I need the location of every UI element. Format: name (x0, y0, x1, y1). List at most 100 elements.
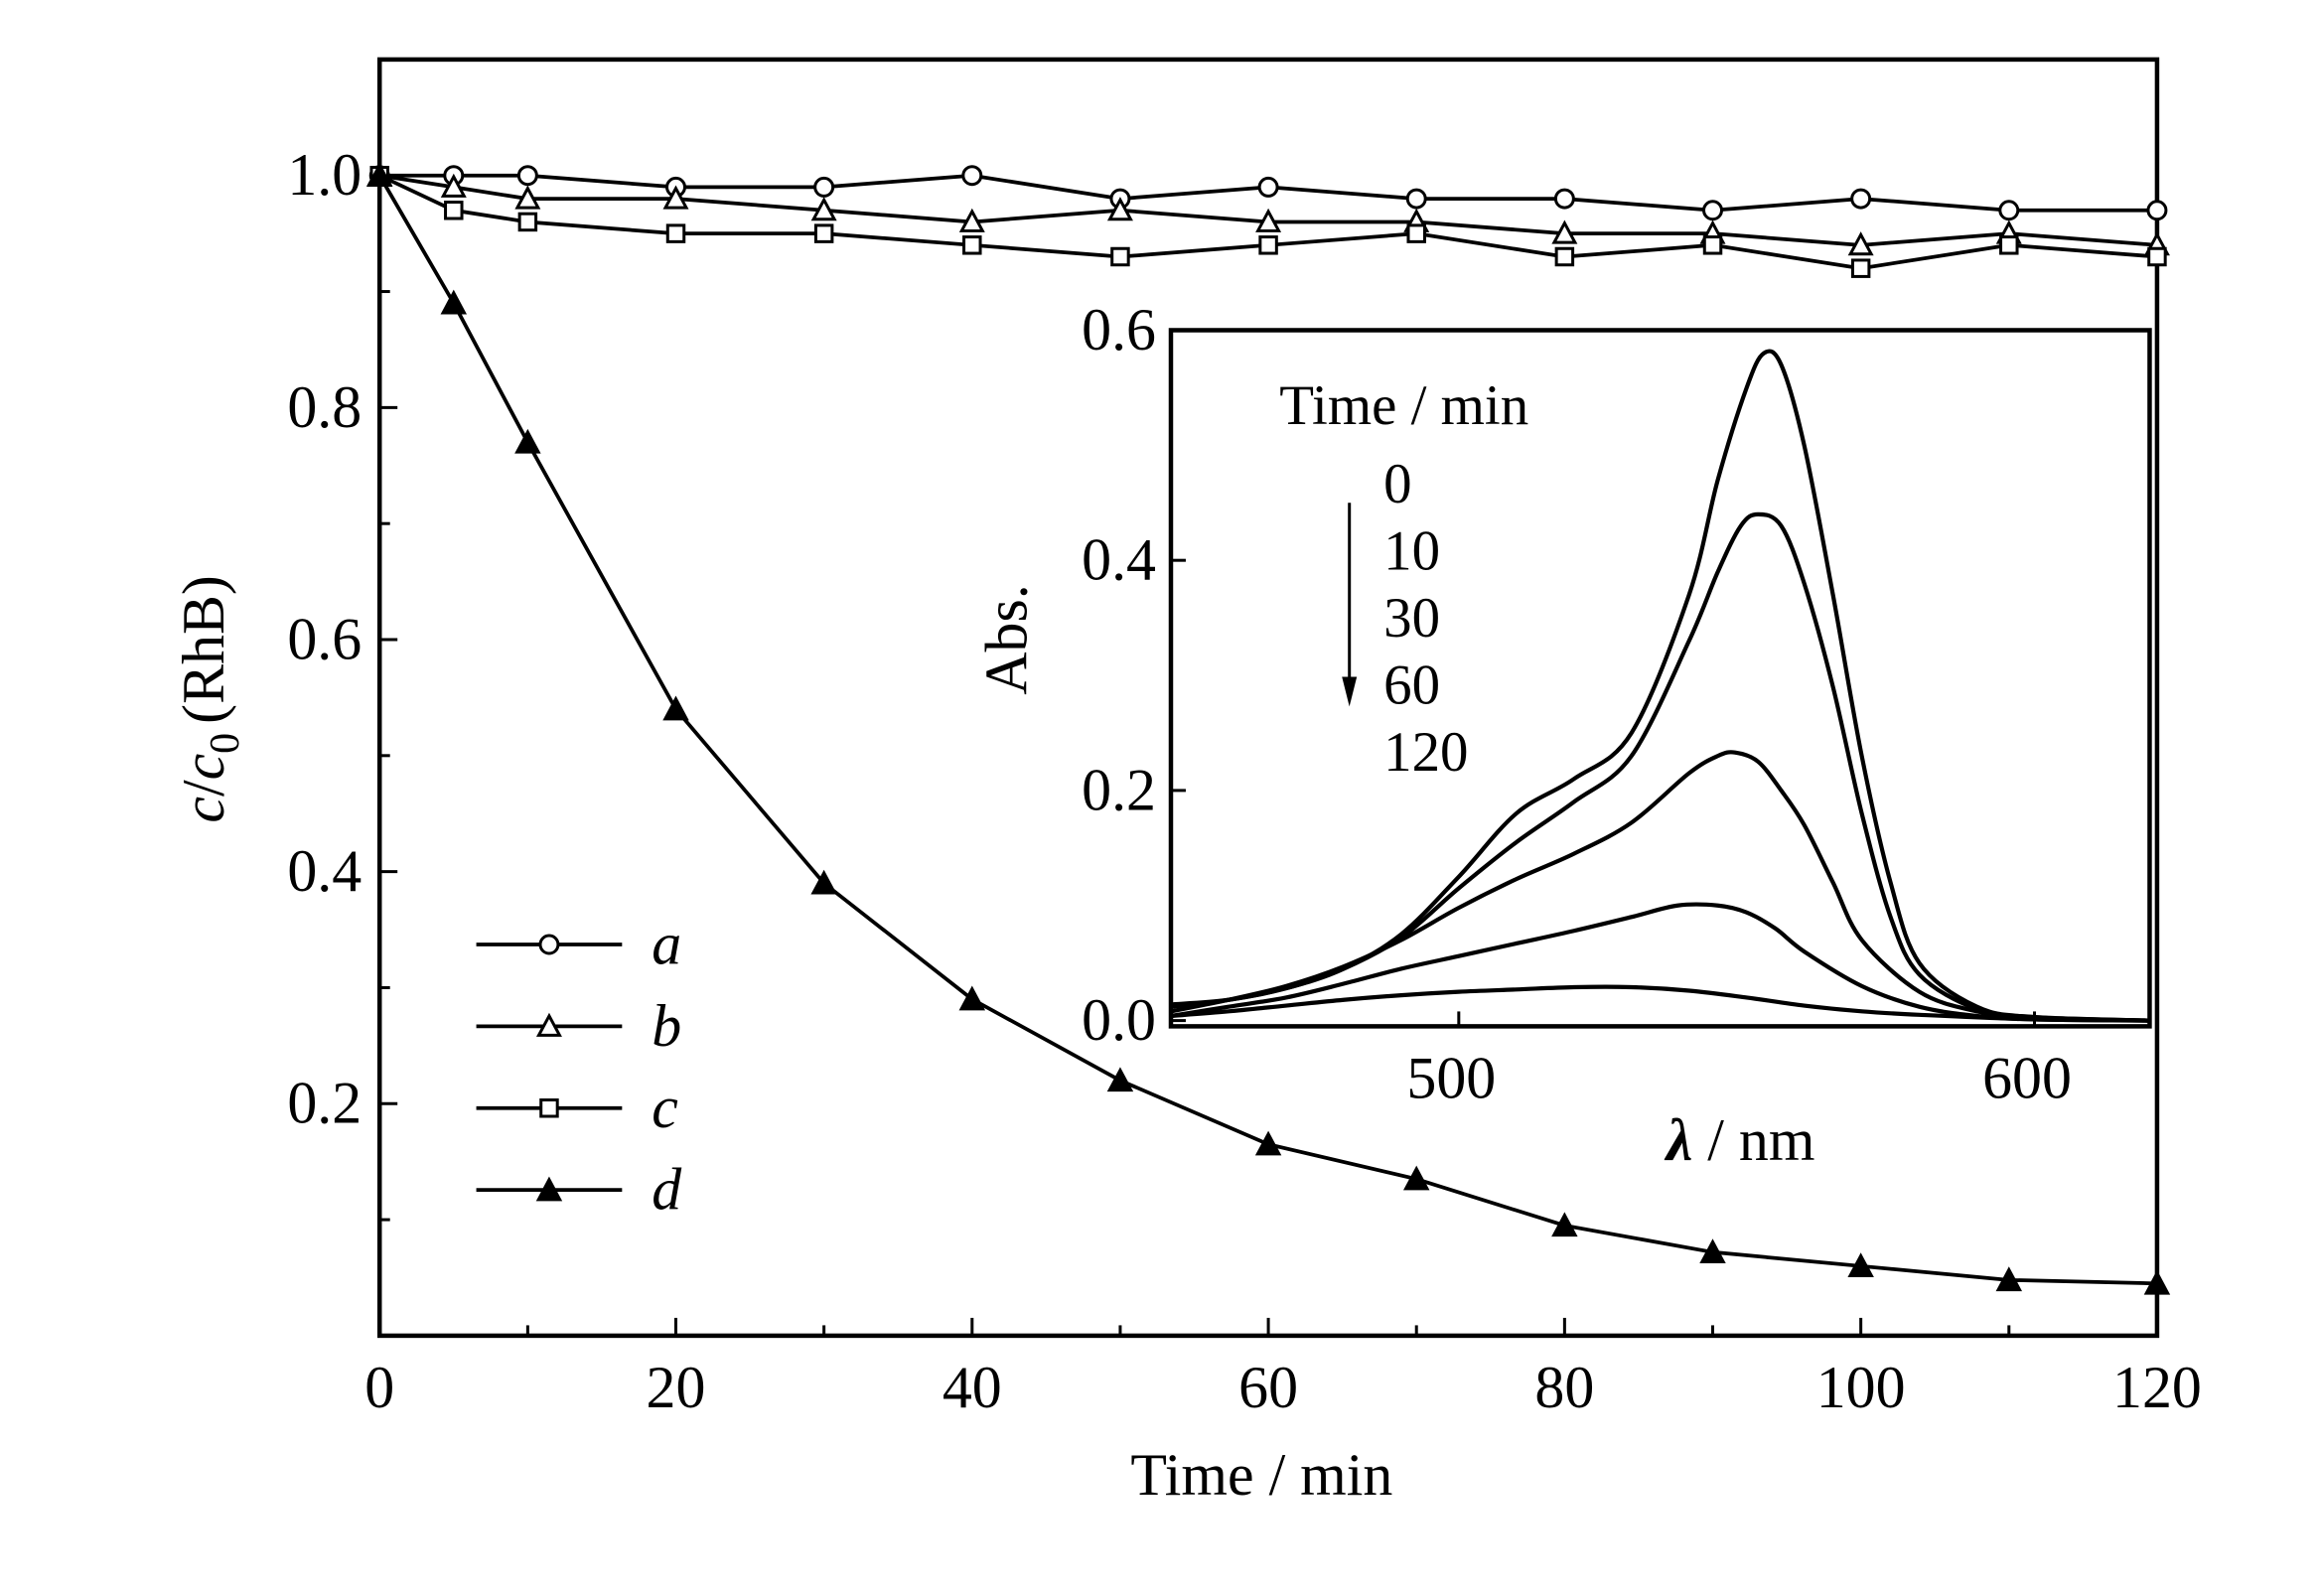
legend-label: a (652, 911, 681, 976)
data-point-c (1702, 235, 1723, 255)
data-point-c (1554, 246, 1575, 267)
data-point-a (1405, 188, 1427, 210)
data-point-d (1847, 1252, 1874, 1278)
x-tick-label: 60 (1238, 1355, 1298, 1420)
data-point-b (810, 197, 837, 221)
data-point-d (1699, 1238, 1726, 1264)
legend-item-d: d (476, 1157, 682, 1223)
data-point-b (1255, 208, 1282, 232)
data-point-b (958, 208, 985, 232)
data-point-c (517, 212, 538, 232)
spectrum-60-min (1170, 902, 2150, 1023)
inset-y-axis-label: Abs. (974, 584, 1040, 694)
inset-y-tick-label: 0.2 (1082, 757, 1156, 822)
data-point-a (1850, 188, 1872, 210)
data-point-c (1999, 235, 2019, 255)
inset-x-axis-label: λ / nm (1664, 1107, 1815, 1173)
y-tick-label: 1.0 (287, 142, 362, 208)
data-point-b (514, 185, 541, 210)
inset-legend-label: 10 (1383, 520, 1440, 583)
x-tick-label: 80 (1534, 1355, 1594, 1420)
data-point-c (1258, 235, 1278, 255)
data-point-d (1254, 1130, 1282, 1156)
series-line-a (379, 173, 2157, 213)
data-point-c (962, 235, 982, 255)
data-point-c (665, 223, 686, 243)
series-a (368, 165, 2168, 221)
data-point-d (514, 428, 541, 454)
data-point-b (440, 173, 467, 198)
legend-label: d (652, 1157, 682, 1223)
data-point-d (440, 289, 468, 315)
data-point-d (1551, 1212, 1578, 1237)
data-point-d (958, 985, 986, 1011)
inset-x-tick-label: 500 (1406, 1045, 1496, 1110)
x-tick-label: 40 (943, 1355, 1002, 1420)
x-tick-label: 0 (364, 1355, 394, 1420)
spectrum-30-min (1170, 750, 2150, 1023)
legend-item-b: b (476, 993, 681, 1059)
data-point-d (365, 162, 393, 187)
data-point-a (961, 165, 983, 187)
data-point-d (662, 695, 689, 721)
legend-item-c: c (476, 1075, 678, 1140)
series-line-b (378, 173, 2158, 247)
data-point-c (444, 201, 464, 220)
inset-y-tick-label: 0.4 (1082, 527, 1156, 593)
data-point-a (516, 165, 538, 187)
inset-y-tick-label: 0.0 (1082, 987, 1156, 1053)
series-line-d (377, 174, 2157, 1286)
inset-legend-title: Time / min (1279, 374, 1528, 437)
inset-legend-label: 0 (1383, 453, 1411, 515)
data-point-a (2146, 200, 2168, 221)
legend-marker-icon (535, 1176, 563, 1202)
series-d (365, 162, 2171, 1295)
spectrum-0-min (1170, 349, 2150, 1023)
y-tick-label: 0.8 (287, 374, 362, 440)
inset-legend-label: 30 (1383, 587, 1440, 650)
data-point-c (1406, 223, 1426, 243)
series-b (366, 162, 2170, 256)
legend-marker-icon (538, 934, 560, 955)
legend-label: b (652, 993, 681, 1059)
series-c (369, 165, 2167, 278)
y-tick-label: 0.6 (287, 606, 362, 671)
legend-marker-icon (535, 1012, 562, 1037)
spectrum-120-min (1170, 984, 2150, 1023)
legend-marker-icon (539, 1098, 559, 1118)
y-axis-label: c/c0(RhB) (171, 575, 248, 823)
data-point-b (662, 185, 689, 210)
series-line-c (378, 174, 2158, 271)
data-point-a (1257, 176, 1279, 198)
data-point-a (1998, 200, 2020, 221)
data-point-a (1702, 200, 1723, 221)
data-point-c (2147, 246, 2167, 267)
data-point-c (813, 223, 834, 243)
x-tick-label: 120 (2112, 1355, 2202, 1420)
data-point-a (1553, 188, 1575, 210)
x-axis-label: Time / min (1130, 1442, 1392, 1508)
data-point-d (1402, 1165, 1430, 1191)
legend-label: c (652, 1075, 678, 1140)
data-point-b (1551, 219, 1578, 244)
data-point-d (1106, 1067, 1134, 1092)
inset-legend-label: 60 (1383, 653, 1440, 716)
data-point-c (1110, 246, 1130, 267)
data-point-d (1995, 1266, 2023, 1292)
y-tick-label: 0.4 (287, 838, 362, 904)
legend-item-a: a (476, 911, 681, 976)
x-tick-label: 20 (647, 1355, 706, 1420)
data-point-b (1106, 197, 1133, 221)
data-point-d (810, 869, 837, 895)
data-point-a (813, 176, 835, 198)
y-tick-label: 0.2 (287, 1071, 362, 1136)
inset-y-tick-label: 0.6 (1082, 297, 1156, 363)
inset-legend-arrowhead-icon (1342, 676, 1358, 707)
data-point-d (2143, 1269, 2171, 1295)
inset-legend-label: 120 (1383, 721, 1468, 784)
x-tick-label: 100 (1816, 1355, 1906, 1420)
data-point-c (1850, 258, 1871, 278)
